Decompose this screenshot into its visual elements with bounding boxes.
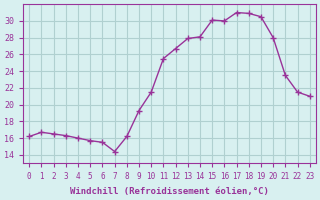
X-axis label: Windchill (Refroidissement éolien,°C): Windchill (Refroidissement éolien,°C) — [70, 187, 269, 196]
